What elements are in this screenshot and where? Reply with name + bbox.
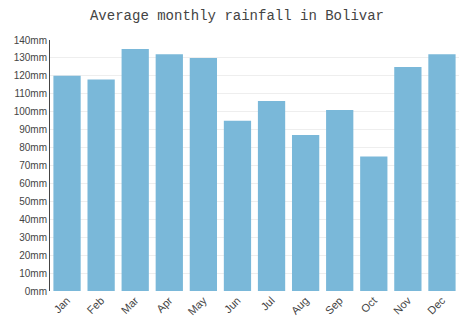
svg-text:20mm: 20mm [19,250,47,261]
svg-text:70mm: 70mm [19,160,47,171]
svg-text:Dec: Dec [425,294,448,317]
svg-text:60mm: 60mm [19,178,47,189]
svg-text:Average monthly rainfall in Bo: Average monthly rainfall in Bolivar [90,8,384,24]
svg-text:140mm: 140mm [14,35,47,46]
svg-text:Mar: Mar [119,294,141,316]
svg-text:Jul: Jul [258,294,276,312]
svg-text:40mm: 40mm [19,214,47,225]
svg-text:90mm: 90mm [19,124,47,135]
svg-text:Nov: Nov [391,294,414,317]
svg-text:Apr: Apr [154,294,175,315]
svg-text:Aug: Aug [289,294,311,316]
svg-text:50mm: 50mm [19,196,47,207]
svg-text:Sep: Sep [323,294,345,316]
svg-text:Oct: Oct [358,294,379,315]
svg-text:Jun: Jun [222,294,243,315]
svg-text:80mm: 80mm [19,142,47,153]
svg-text:Feb: Feb [85,294,107,316]
svg-text:May: May [186,294,210,318]
svg-text:110mm: 110mm [14,88,47,99]
svg-text:0mm: 0mm [25,286,47,297]
svg-text:130mm: 130mm [14,52,47,63]
svg-text:10mm: 10mm [19,268,47,279]
svg-text:Jan: Jan [51,294,72,315]
svg-text:120mm: 120mm [14,70,47,81]
svg-text:100mm: 100mm [14,106,47,117]
svg-text:30mm: 30mm [19,232,47,243]
